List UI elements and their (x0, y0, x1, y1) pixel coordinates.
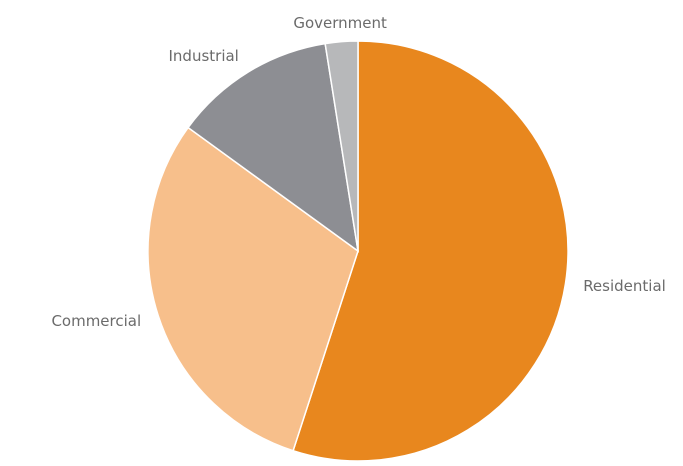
labels-layer: Residential Commercial Industrial Governmen… (51, 14, 665, 330)
pie-label-industrial: Industrial (169, 47, 239, 65)
pie-slice-industrial (187, 42, 360, 253)
pie-label-government: Government (293, 14, 387, 32)
slices-layer (147, 40, 569, 462)
pie-slice-commercial (147, 126, 359, 452)
pie-slice-government (324, 40, 359, 252)
pie-label-residential: Residential (583, 277, 666, 295)
pie-label-commercial: Commercial (51, 312, 141, 330)
pie-slice-residential (292, 40, 569, 462)
